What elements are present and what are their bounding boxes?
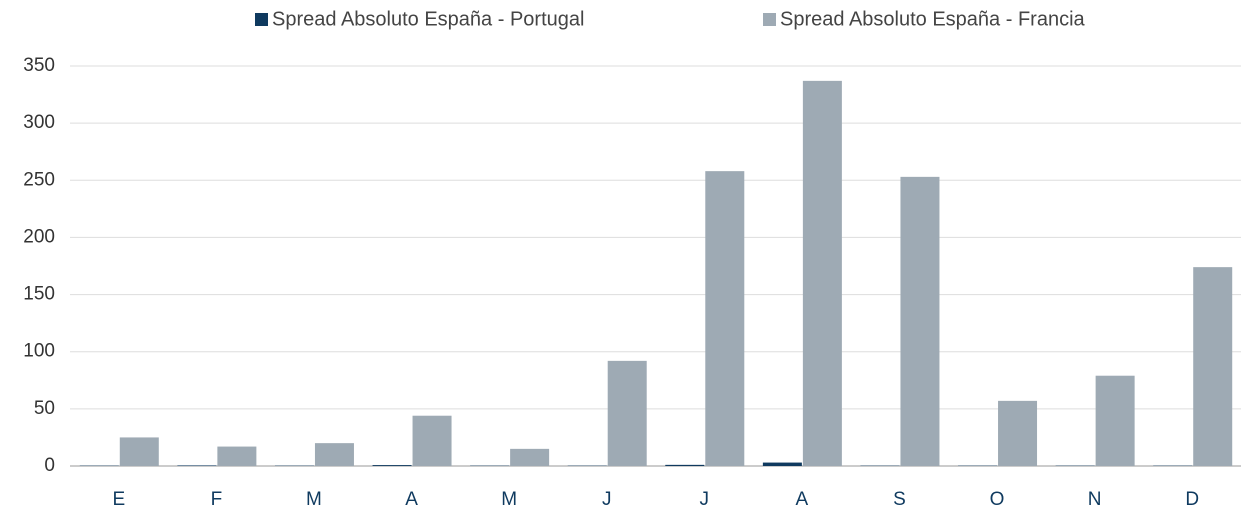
x-tick-label: A [796, 489, 809, 510]
bar [1095, 375, 1135, 466]
bar [802, 80, 842, 466]
x-tick-label: O [990, 489, 1005, 510]
bar [900, 176, 940, 466]
bar [1193, 267, 1233, 466]
x-tick-label: D [1185, 489, 1199, 510]
legend-swatch [255, 13, 268, 26]
bar [372, 465, 412, 466]
bar [314, 443, 354, 466]
bar [412, 415, 452, 466]
legend-label: Spread Absoluto España - Francia [780, 8, 1086, 30]
x-tick-label: A [405, 489, 418, 510]
x-tick-label: S [893, 489, 906, 510]
x-tick-label: F [211, 489, 223, 510]
bar [607, 360, 647, 466]
bar [217, 446, 257, 466]
bar [510, 448, 550, 466]
y-tick-label: 200 [23, 226, 55, 247]
y-tick-label: 100 [23, 341, 55, 362]
y-tick-label: 300 [23, 112, 55, 133]
x-tick-label: N [1088, 489, 1102, 510]
y-tick-label: 50 [34, 398, 55, 419]
x-tick-label: E [112, 489, 125, 510]
x-tick-label: M [306, 489, 322, 510]
x-tick-label: J [602, 489, 612, 510]
legend-label: Spread Absoluto España - Portugal [272, 8, 584, 30]
x-tick-label: J [700, 489, 710, 510]
x-tick-label: M [501, 489, 517, 510]
bar [762, 462, 802, 466]
y-tick-label: 150 [23, 284, 55, 305]
bar [177, 465, 217, 466]
y-tick-label: 250 [23, 169, 55, 190]
bar [119, 437, 159, 466]
y-tick-label: 0 [44, 455, 55, 476]
bar [705, 171, 745, 466]
bar [665, 464, 705, 466]
legend-swatch [763, 13, 776, 26]
y-tick-label: 350 [23, 55, 55, 76]
bar [998, 400, 1038, 466]
